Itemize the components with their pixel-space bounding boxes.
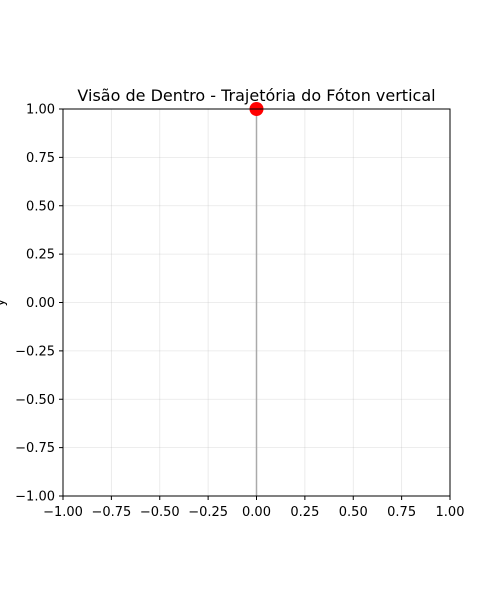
y-tick-label: −0.50 (15, 393, 55, 408)
x-tick-label: 1.00 (436, 505, 465, 520)
x-axis-ticks: −1.00 −0.75 −0.50 −0.25 0.00 0.25 0.50 0.75 1.00 (43, 496, 464, 520)
y-tick-label: −1.00 (15, 490, 55, 505)
y-tick-label: 1.00 (26, 103, 55, 118)
y-axis-label: y (0, 298, 8, 306)
x-tick-label: −0.25 (188, 505, 228, 520)
x-tick-label: 0.00 (242, 505, 271, 520)
x-tick-label: 0.25 (290, 505, 319, 520)
y-tick-label: −0.75 (15, 441, 55, 456)
x-tick-label: −0.50 (140, 505, 180, 520)
x-tick-label: 0.75 (387, 505, 416, 520)
x-tick-label: −1.00 (43, 505, 83, 520)
y-tick-label: 0.25 (26, 248, 55, 263)
y-axis-ticks: −1.00 −0.75 −0.50 −0.25 0.00 0.25 0.50 0.75 1.00 (15, 103, 63, 505)
y-tick-label: −0.25 (15, 344, 55, 359)
y-tick-label: 0.75 (26, 151, 55, 166)
y-tick-label: 0.00 (26, 296, 55, 311)
y-tick-label: 0.50 (26, 199, 55, 214)
x-tick-label: −0.75 (91, 505, 131, 520)
chart-title: Visão de Dentro - Trajetória do Fóton ve… (77, 86, 435, 105)
x-tick-label: 0.50 (339, 505, 368, 520)
